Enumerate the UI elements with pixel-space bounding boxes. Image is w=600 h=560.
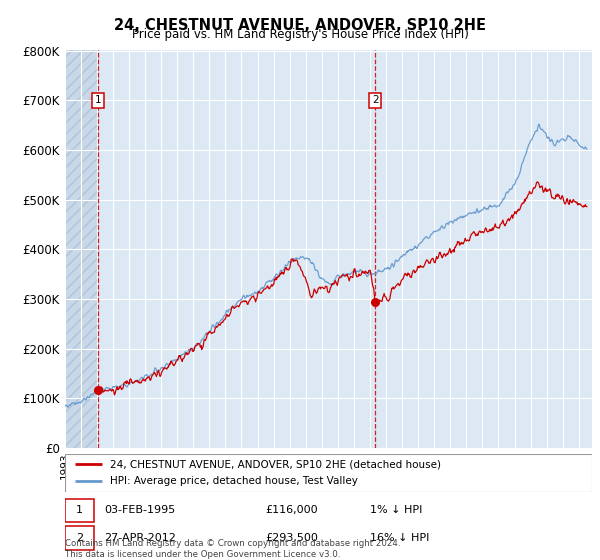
Text: 27-APR-2012: 27-APR-2012 xyxy=(104,533,176,543)
Bar xyxy=(65,526,94,550)
Text: Contains HM Land Registry data © Crown copyright and database right 2024.
This d: Contains HM Land Registry data © Crown c… xyxy=(65,539,400,559)
Text: 1: 1 xyxy=(95,95,101,105)
Text: Price paid vs. HM Land Registry's House Price Index (HPI): Price paid vs. HM Land Registry's House … xyxy=(131,28,469,41)
Text: 1% ↓ HPI: 1% ↓ HPI xyxy=(370,505,423,515)
Text: £116,000: £116,000 xyxy=(265,505,317,515)
Text: 2: 2 xyxy=(372,95,379,105)
Text: 16% ↓ HPI: 16% ↓ HPI xyxy=(370,533,430,543)
Bar xyxy=(65,11,98,448)
Text: 24, CHESTNUT AVENUE, ANDOVER, SP10 2HE (detached house): 24, CHESTNUT AVENUE, ANDOVER, SP10 2HE (… xyxy=(110,459,440,469)
Bar xyxy=(65,498,94,522)
Text: 03-FEB-1995: 03-FEB-1995 xyxy=(104,505,176,515)
Text: 2: 2 xyxy=(76,533,83,543)
Text: 1: 1 xyxy=(76,505,83,515)
Text: HPI: Average price, detached house, Test Valley: HPI: Average price, detached house, Test… xyxy=(110,476,358,486)
Text: £293,500: £293,500 xyxy=(265,533,318,543)
Text: 24, CHESTNUT AVENUE, ANDOVER, SP10 2HE: 24, CHESTNUT AVENUE, ANDOVER, SP10 2HE xyxy=(114,18,486,33)
